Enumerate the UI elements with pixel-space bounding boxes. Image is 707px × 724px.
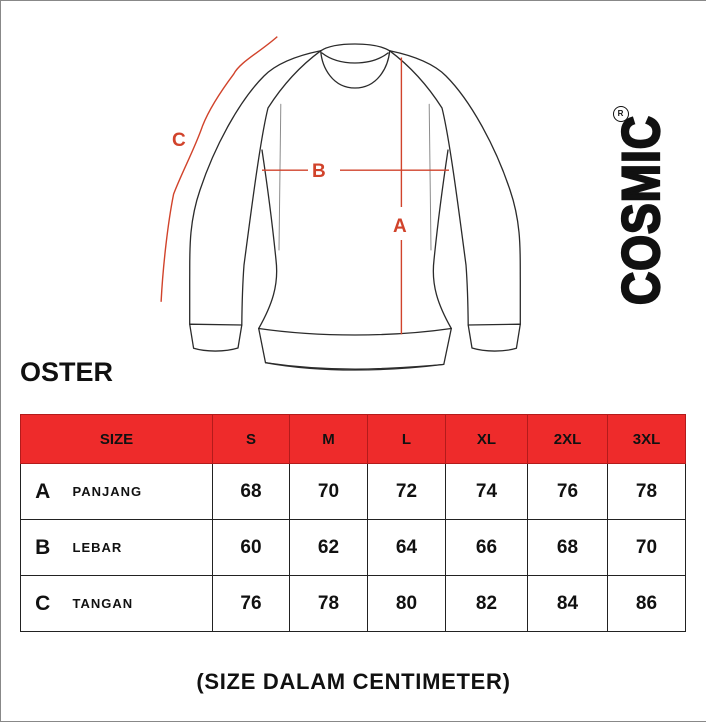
svg-text:C: C [172,130,186,151]
svg-text:B: B [312,161,326,182]
svg-text:A: A [393,216,407,237]
